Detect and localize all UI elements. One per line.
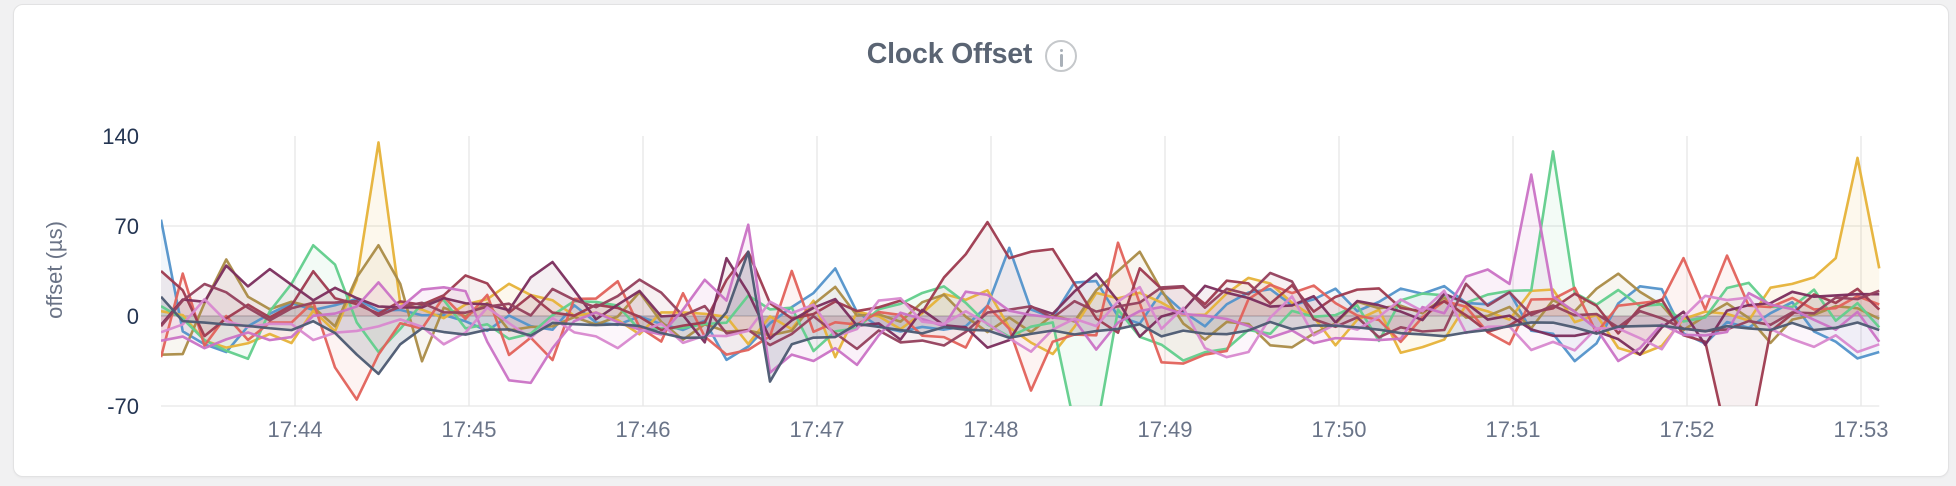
svg-text:offset (µs): offset (µs) <box>42 221 67 319</box>
svg-text:17:47: 17:47 <box>789 417 844 442</box>
svg-text:17:44: 17:44 <box>267 417 322 442</box>
svg-text:140: 140 <box>102 124 139 149</box>
svg-text:17:52: 17:52 <box>1659 417 1714 442</box>
svg-text:70: 70 <box>115 214 139 239</box>
svg-text:17:53: 17:53 <box>1833 417 1888 442</box>
svg-text:17:50: 17:50 <box>1311 417 1366 442</box>
svg-text:17:45: 17:45 <box>441 417 496 442</box>
svg-text:17:48: 17:48 <box>963 417 1018 442</box>
svg-text:0: 0 <box>127 304 139 329</box>
svg-text:17:49: 17:49 <box>1137 417 1192 442</box>
svg-text:17:46: 17:46 <box>615 417 670 442</box>
svg-text:17:51: 17:51 <box>1485 417 1540 442</box>
svg-text:-70: -70 <box>107 394 139 419</box>
